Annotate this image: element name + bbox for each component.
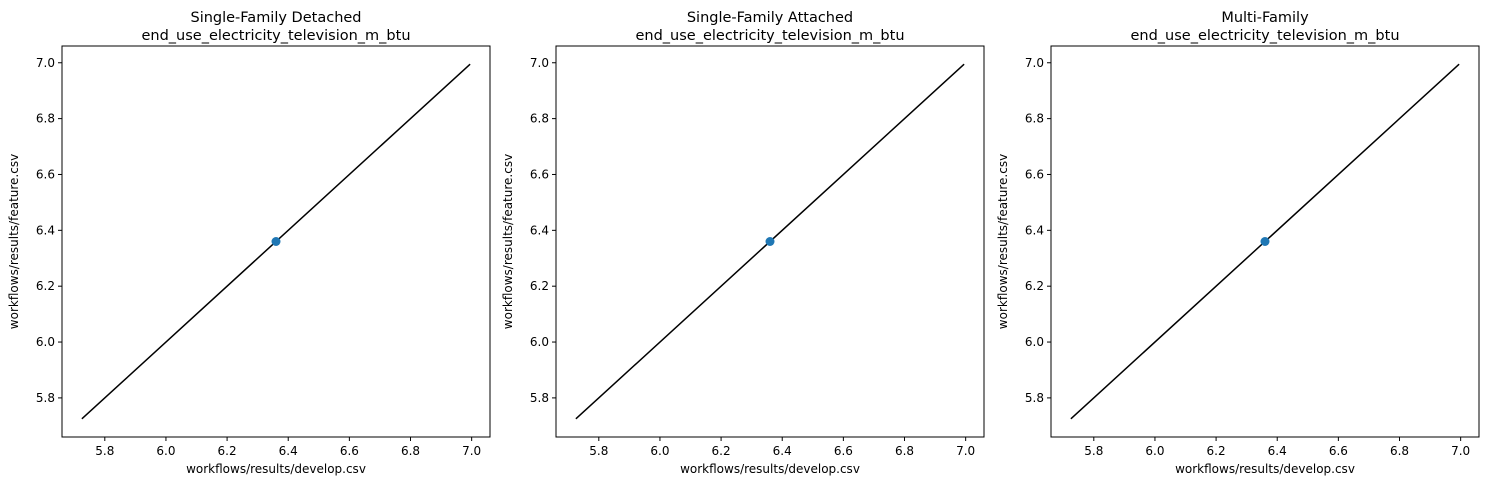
x-tick-label: 7.0 bbox=[956, 444, 975, 458]
chart-title: Single-Family Detached bbox=[190, 10, 361, 26]
y-tick-label: 6.6 bbox=[530, 167, 549, 181]
y-tick-label: 6.4 bbox=[36, 223, 55, 237]
x-tick-label: 6.6 bbox=[1329, 444, 1348, 458]
y-tick-label: 7.0 bbox=[1025, 56, 1044, 70]
y-tick-label: 6.4 bbox=[1025, 223, 1044, 237]
x-axis-label: workflows/results/develop.csv bbox=[680, 462, 860, 476]
chart-title: Multi-Family bbox=[1221, 10, 1309, 26]
x-tick-label: 6.8 bbox=[1390, 444, 1409, 458]
x-tick-label: 6.2 bbox=[218, 444, 237, 458]
y-tick-label: 6.6 bbox=[36, 167, 55, 181]
axes-frame bbox=[555, 45, 985, 438]
y-tick-label: 6.2 bbox=[36, 279, 55, 293]
y-tick-label: 7.0 bbox=[530, 56, 549, 70]
y-tick-label: 6.0 bbox=[530, 335, 549, 349]
y-axis-label: workflows/results/feature.csv bbox=[501, 154, 515, 329]
y-axis-label: workflows/results/feature.csv bbox=[7, 154, 21, 329]
x-tick-label: 6.8 bbox=[895, 444, 914, 458]
data-point bbox=[271, 237, 281, 246]
x-tick-label: 6.6 bbox=[834, 444, 853, 458]
x-tick-label: 6.0 bbox=[650, 444, 669, 458]
data-point bbox=[1260, 237, 1270, 246]
x-tick-label: 6.2 bbox=[1207, 444, 1226, 458]
subplot-3: Multi-Family end_use_electricity_televisi… bbox=[996, 10, 1480, 476]
x-axis-label: workflows/results/develop.csv bbox=[1175, 462, 1355, 476]
axes-frame bbox=[61, 45, 491, 438]
x-axis-label: workflows/results/develop.csv bbox=[186, 462, 366, 476]
x-tick-label: 6.0 bbox=[156, 444, 175, 458]
y-tick-label: 6.0 bbox=[1025, 335, 1044, 349]
chart-title: Single-Family Attached bbox=[687, 10, 853, 26]
y-tick-label: 6.8 bbox=[530, 112, 549, 126]
x-tick-label: 5.8 bbox=[1084, 444, 1103, 458]
data-point bbox=[765, 237, 775, 246]
y-tick-label: 5.8 bbox=[36, 391, 55, 405]
x-tick-label: 6.0 bbox=[1145, 444, 1164, 458]
x-tick-label: 5.8 bbox=[95, 444, 114, 458]
y-tick-label: 6.2 bbox=[1025, 279, 1044, 293]
y-tick-label: 6.6 bbox=[1025, 167, 1044, 181]
x-tick-label: 6.6 bbox=[340, 444, 359, 458]
x-tick-label: 7.0 bbox=[1451, 444, 1470, 458]
chart-subtitle: end_use_electricity_television_m_btu bbox=[1130, 28, 1399, 44]
subplot-2: Single-Family Attached end_use_electricit… bbox=[501, 10, 985, 476]
y-tick-label: 6.8 bbox=[1025, 112, 1044, 126]
chart-subtitle: end_use_electricity_television_m_btu bbox=[141, 28, 410, 44]
y-tick-label: 5.8 bbox=[1025, 391, 1044, 405]
x-tick-label: 6.8 bbox=[401, 444, 420, 458]
subplot-1: Single-Family Detached end_use_electricit… bbox=[7, 10, 491, 476]
y-tick-label: 7.0 bbox=[36, 56, 55, 70]
x-tick-label: 6.2 bbox=[712, 444, 731, 458]
x-tick-label: 7.0 bbox=[462, 444, 481, 458]
x-tick-label: 5.8 bbox=[589, 444, 608, 458]
chart-subtitle: end_use_electricity_television_m_btu bbox=[635, 28, 904, 44]
y-tick-label: 6.2 bbox=[530, 279, 549, 293]
y-tick-label: 6.4 bbox=[530, 223, 549, 237]
x-tick-label: 6.4 bbox=[279, 444, 298, 458]
axes-frame bbox=[1050, 45, 1480, 438]
y-tick-label: 5.8 bbox=[530, 391, 549, 405]
y-tick-label: 6.0 bbox=[36, 335, 55, 349]
y-tick-label: 6.8 bbox=[36, 112, 55, 126]
x-tick-label: 6.4 bbox=[773, 444, 792, 458]
y-axis-label: workflows/results/feature.csv bbox=[996, 154, 1010, 329]
x-tick-label: 6.4 bbox=[1268, 444, 1287, 458]
